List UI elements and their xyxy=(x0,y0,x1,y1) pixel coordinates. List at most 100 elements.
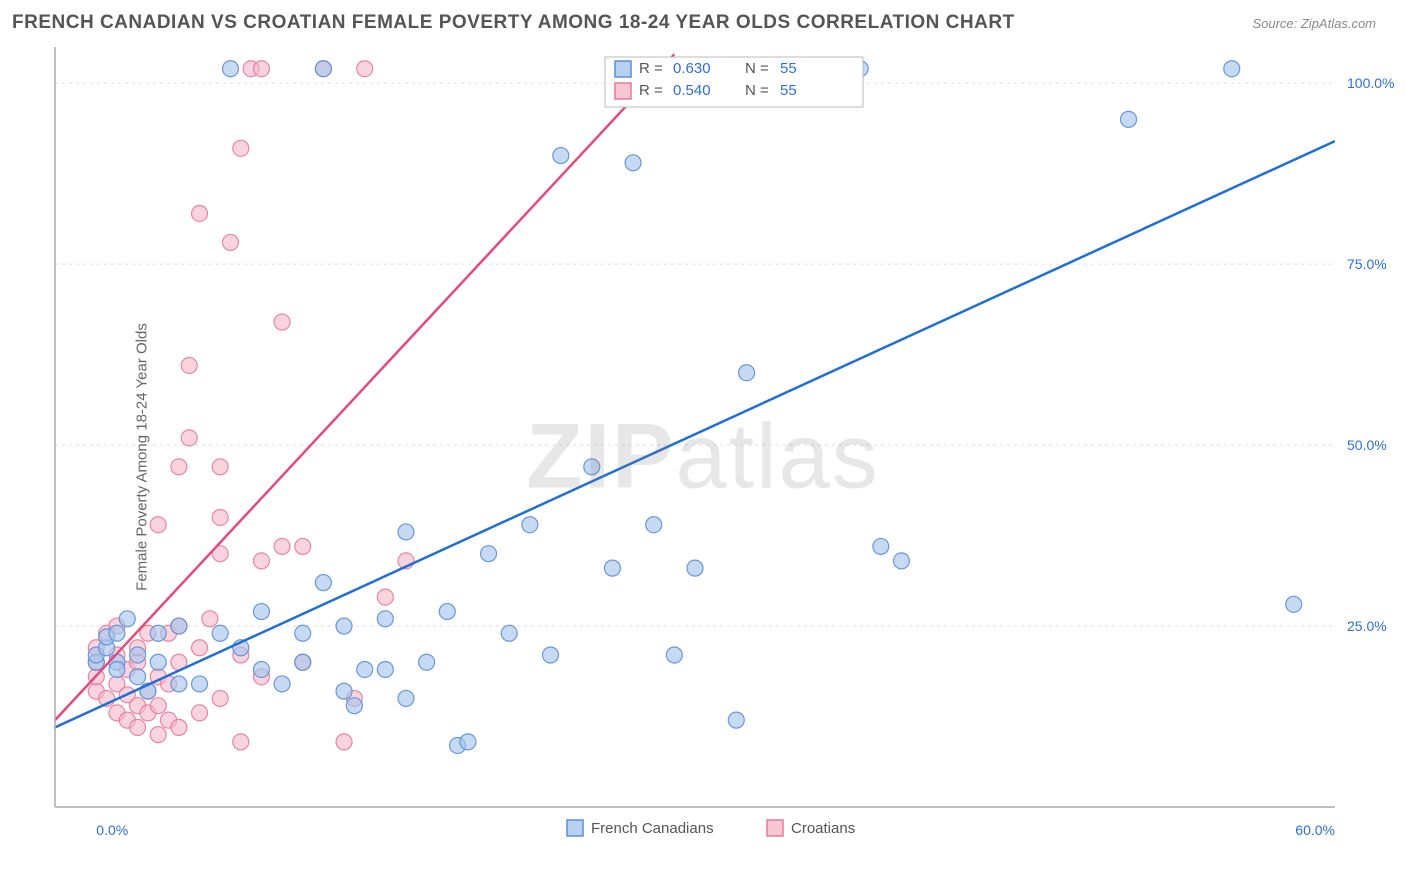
data-point xyxy=(873,538,889,554)
data-point xyxy=(398,690,414,706)
y-tick-label: 50.0% xyxy=(1347,437,1387,453)
regression-line xyxy=(55,141,1335,727)
data-point xyxy=(1286,596,1302,612)
data-point xyxy=(1121,111,1137,127)
legend-label: French Canadians xyxy=(591,820,714,837)
data-point xyxy=(687,560,703,576)
stats-n-label: N = xyxy=(745,60,769,77)
data-point xyxy=(522,517,538,533)
data-point xyxy=(171,719,187,735)
data-point xyxy=(130,669,146,685)
data-point xyxy=(604,560,620,576)
scatter-chart: 25.0% 50.0% 75.0% 100.0% 0.0% 60.0% R = 0.630 N … xyxy=(0,42,1406,872)
data-point xyxy=(109,625,125,641)
data-point xyxy=(377,589,393,605)
legend-swatch xyxy=(567,820,583,836)
stats-r-label: R = xyxy=(639,60,663,77)
data-point xyxy=(150,727,166,743)
data-point xyxy=(481,546,497,562)
data-point xyxy=(253,553,269,569)
data-point xyxy=(336,683,352,699)
data-point xyxy=(150,698,166,714)
data-point xyxy=(253,661,269,677)
data-point xyxy=(109,661,125,677)
data-point xyxy=(212,509,228,525)
data-point xyxy=(253,61,269,77)
data-point xyxy=(192,676,208,692)
y-tick-label: 75.0% xyxy=(1347,256,1387,272)
stats-r-value: 0.630 xyxy=(673,60,711,77)
data-point xyxy=(419,654,435,670)
data-point xyxy=(171,676,187,692)
chart-source: Source: ZipAtlas.com xyxy=(1252,16,1376,31)
stats-n-value: 55 xyxy=(780,82,797,99)
data-point xyxy=(212,625,228,641)
data-point xyxy=(119,611,135,627)
data-point xyxy=(377,661,393,677)
data-point xyxy=(295,625,311,641)
data-point xyxy=(315,575,331,591)
data-point xyxy=(253,604,269,620)
data-point xyxy=(274,538,290,554)
data-point xyxy=(584,459,600,475)
x-tick-label: 60.0% xyxy=(1295,822,1335,838)
data-point xyxy=(192,205,208,221)
data-point xyxy=(181,357,197,373)
data-point xyxy=(357,61,373,77)
data-point xyxy=(739,365,755,381)
data-point xyxy=(501,625,517,641)
stats-r-label: R = xyxy=(639,82,663,99)
data-point xyxy=(192,640,208,656)
data-point xyxy=(171,618,187,634)
chart-container: Female Poverty Among 18-24 Year Olds 25.… xyxy=(0,42,1406,872)
data-point xyxy=(202,611,218,627)
data-point xyxy=(150,517,166,533)
data-point xyxy=(130,719,146,735)
stats-r-value: 0.540 xyxy=(673,82,711,99)
data-point xyxy=(542,647,558,663)
data-point xyxy=(315,61,331,77)
data-point xyxy=(377,611,393,627)
chart-title: FRENCH CANADIAN VS CROATIAN FEMALE POVER… xyxy=(12,12,1015,34)
data-point xyxy=(295,538,311,554)
data-point xyxy=(460,734,476,750)
data-point xyxy=(398,524,414,540)
data-point xyxy=(439,604,455,620)
stats-n-label: N = xyxy=(745,82,769,99)
data-point xyxy=(150,625,166,641)
legend-label: Croatians xyxy=(791,820,855,837)
y-axis-label: Female Poverty Among 18-24 Year Olds xyxy=(133,323,150,591)
data-point xyxy=(192,705,208,721)
data-point xyxy=(222,234,238,250)
data-point xyxy=(274,314,290,330)
data-point xyxy=(346,698,362,714)
y-tick-label: 25.0% xyxy=(1347,618,1387,634)
data-point xyxy=(625,155,641,171)
data-point xyxy=(893,553,909,569)
chart-header: FRENCH CANADIAN VS CROATIAN FEMALE POVER… xyxy=(0,0,1406,42)
legend-swatch xyxy=(767,820,783,836)
data-point xyxy=(130,647,146,663)
data-point xyxy=(274,676,290,692)
data-point xyxy=(1224,61,1240,77)
x-tick-label: 0.0% xyxy=(96,822,128,838)
stats-n-value: 55 xyxy=(780,60,797,77)
data-point xyxy=(222,61,238,77)
data-point xyxy=(233,140,249,156)
data-point xyxy=(728,712,744,728)
data-point xyxy=(233,734,249,750)
data-point xyxy=(666,647,682,663)
data-point xyxy=(646,517,662,533)
series-french-canadians xyxy=(88,61,1301,754)
stats-swatch xyxy=(615,83,631,99)
data-point xyxy=(357,661,373,677)
stats-swatch xyxy=(615,61,631,77)
data-point xyxy=(553,148,569,164)
data-point xyxy=(336,734,352,750)
data-point xyxy=(336,618,352,634)
data-point xyxy=(181,430,197,446)
data-point xyxy=(212,690,228,706)
data-point xyxy=(171,459,187,475)
data-point xyxy=(295,654,311,670)
y-tick-label: 100.0% xyxy=(1347,75,1394,91)
